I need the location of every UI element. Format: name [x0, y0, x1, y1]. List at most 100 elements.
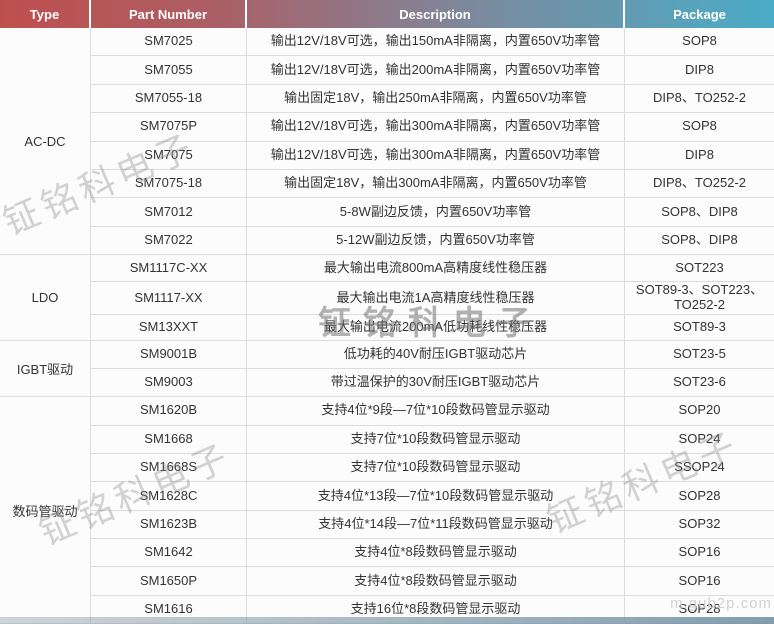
description-cell: 输出12V/18V可选，输出150mA非隔离，内置650V功率管 [247, 28, 625, 57]
description-cell: 最大输出电流800mA高精度线性稳压器 [247, 255, 625, 283]
table-row: SM1668 支持7位*10段数码管显示驱动 SOP24 [91, 425, 774, 454]
description-cell: 支持4位*9段—7位*10段数码管显示驱动 [247, 397, 625, 426]
package-cell: SOP28 [625, 596, 774, 624]
section-rows: SM1117C-XX 最大输出电流800mA高精度线性稳压器 SOT223 SM111… [91, 255, 774, 342]
table-row: SM1620B 支持4位*9段—7位*10段数码管显示驱动 SOP20 [91, 397, 774, 426]
package-cell: SOT23-6 [625, 369, 774, 398]
package-cell: SOT89-3、SOT223、TO252-2 [625, 282, 774, 316]
header-type: Type [0, 0, 91, 28]
package-cell: DIP8 [625, 142, 774, 170]
description-cell: 支持16位*8段数码管显示驱动 [247, 595, 625, 624]
package-cell: SOT223 [625, 255, 774, 283]
table-row: SM1668S 支持7位*10段数码管显示驱动 SSOP24 [91, 453, 774, 483]
part-number-cell: SM7025 [91, 28, 247, 57]
header-part-number: Part Number [91, 0, 247, 28]
package-cell: SOP28 [625, 482, 774, 511]
part-number-cell: SM1620B [91, 397, 247, 426]
type-cell: AC-DC [0, 28, 91, 256]
part-number-cell: SM1650P [91, 567, 247, 596]
table-row: SM7055 输出12V/18V可选，输出200mA非隔离，内置650V功率管 DI… [91, 56, 774, 85]
part-number-cell: SM7075 [91, 141, 247, 170]
description-cell: 最大输出电流200mA低功耗线性稳压器 [247, 315, 625, 342]
package-cell: SSOP24 [625, 454, 774, 483]
package-cell: DIP8 [625, 56, 774, 85]
description-cell: 支持4位*13段—7位*10段数码管显示驱动 [247, 482, 625, 511]
type-cell: IGBT驱动 [0, 341, 91, 398]
table-header: Type Part Number Description Package [0, 0, 774, 28]
package-cell: SOP8 [625, 28, 774, 57]
type-cell: 数码管驱动 [0, 397, 91, 624]
description-cell: 输出12V/18V可选，输出300mA非隔离，内置650V功率管 [247, 113, 625, 142]
part-number-cell: SM9003 [91, 369, 247, 398]
table-row: SM7055-18 输出固定18V，输出250mA非隔离，内置650V功率管 DIP… [91, 84, 774, 114]
part-number-cell: SM7055 [91, 56, 247, 85]
part-number-cell: SM9001B [91, 341, 247, 370]
description-cell: 输出固定18V，输出300mA非隔离，内置650V功率管 [247, 169, 625, 199]
table-row: SM1616 支持16位*8段数码管显示驱动 SOP28 [91, 595, 774, 624]
table-row: SM1117C-XX 最大输出电流800mA高精度线性稳压器 SOT223 [91, 255, 774, 283]
part-number-cell: SM1668S [91, 453, 247, 483]
table-row: SM13XXT 最大输出电流200mA低功耗线性稳压器 SOT89-3 [91, 315, 774, 342]
package-cell: SOP16 [625, 567, 774, 596]
description-cell: 支持7位*10段数码管显示驱动 [247, 425, 625, 454]
table-row: SM1117-XX 最大输出电流1A高精度线性稳压器 SOT89-3、SOT223、… [91, 282, 774, 316]
package-cell: SOT23-5 [625, 341, 774, 370]
table-row: SM1623B 支持4位*14段—7位*11段数码管显示驱动 SOP32 [91, 510, 774, 540]
description-cell: 输出12V/18V可选，输出300mA非隔离，内置650V功率管 [247, 141, 625, 170]
description-cell: 支持4位*8段数码管显示驱动 [247, 567, 625, 596]
description-cell: 支持4位*8段数码管显示驱动 [247, 539, 625, 568]
table-row: SM1642 支持4位*8段数码管显示驱动 SOP16 [91, 539, 774, 568]
package-cell: SOP32 [625, 511, 774, 540]
part-number-cell: SM1623B [91, 510, 247, 540]
part-number-cell: SM13XXT [91, 315, 247, 342]
part-number-cell: SM7012 [91, 198, 247, 227]
description-cell: 支持4位*14段—7位*11段数码管显示驱动 [247, 510, 625, 540]
table-row: SM9001B 低功耗的40V耐压IGBT驱动芯片 SOT23-5 [91, 341, 774, 370]
section-1: LDO SM1117C-XX 最大输出电流800mA高精度线性稳压器 SOT223 SM… [0, 255, 774, 342]
package-cell: SOP8 [625, 113, 774, 142]
section-rows: SM1620B 支持4位*9段—7位*10段数码管显示驱动 SOP20 SM1668 支… [91, 397, 774, 624]
table-row: SM9003 带过温保护的30V耐压IGBT驱动芯片 SOT23-6 [91, 369, 774, 398]
part-number-cell: SM1628C [91, 482, 247, 511]
package-cell: DIP8、TO252-2 [625, 85, 774, 114]
section-0: AC-DC SM7025 输出12V/18V可选，输出150mA非隔离，内置650V… [0, 28, 774, 256]
package-cell: SOP24 [625, 426, 774, 454]
table-row: SM7012 5-8W副边反馈，内置650V功率管 SOP8、DIP8 [91, 198, 774, 227]
section-rows: SM7025 输出12V/18V可选，输出150mA非隔离，内置650V功率管 SO… [91, 28, 774, 256]
description-cell: 输出固定18V，输出250mA非隔离，内置650V功率管 [247, 84, 625, 114]
description-cell: 最大输出电流1A高精度线性稳压器 [247, 282, 625, 316]
part-number-cell: SM7075P [91, 113, 247, 142]
part-number-cell: SM1642 [91, 539, 247, 568]
header-package: Package [673, 6, 726, 22]
description-cell: 支持7位*10段数码管显示驱动 [247, 453, 625, 483]
section-3: 数码管驱动 SM1620B 支持4位*9段—7位*10段数码管显示驱动 SOP20 SM… [0, 397, 774, 624]
type-cell: LDO [0, 255, 91, 342]
package-cell: SOP16 [625, 539, 774, 568]
description-cell: 5-12W副边反馈，内置650V功率管 [247, 226, 625, 256]
description-cell: 低功耗的40V耐压IGBT驱动芯片 [247, 341, 625, 370]
part-number-cell: SM1117-XX [91, 282, 247, 316]
package-cell: DIP8、TO252-2 [625, 170, 774, 199]
part-number-cell: SM1668 [91, 425, 247, 454]
part-number-cell: SM7022 [91, 226, 247, 256]
table-row: SM7075P 输出12V/18V可选，输出300mA非隔离，内置650V功率管 S… [91, 113, 774, 142]
package-cell: SOP8、DIP8 [625, 198, 774, 227]
part-number-cell: SM7075-18 [91, 169, 247, 199]
package-cell: SOP20 [625, 397, 774, 426]
table-body: AC-DC SM7025 输出12V/18V可选，输出150mA非隔离，内置650V… [0, 28, 774, 624]
table-row: SM7075-18 输出固定18V，输出300mA非隔离，内置650V功率管 DIP… [91, 169, 774, 199]
part-number-cell: SM1616 [91, 595, 247, 624]
description-cell: 5-8W副边反馈，内置650V功率管 [247, 198, 625, 227]
table-row: SM7025 输出12V/18V可选，输出150mA非隔离，内置650V功率管 SO… [91, 28, 774, 57]
description-cell: 带过温保护的30V耐压IGBT驱动芯片 [247, 369, 625, 398]
section-rows: SM9001B 低功耗的40V耐压IGBT驱动芯片 SOT23-5 SM9003 带过温… [91, 341, 774, 398]
part-number-cell: SM1117C-XX [91, 255, 247, 283]
part-number-cell: SM7055-18 [91, 84, 247, 114]
section-2: IGBT驱动 SM9001B 低功耗的40V耐压IGBT驱动芯片 SOT23-5 SM9… [0, 341, 774, 398]
header-description: Description [247, 0, 625, 28]
package-cell: SOT89-3 [625, 315, 774, 342]
table-row: SM1650P 支持4位*8段数码管显示驱动 SOP16 [91, 567, 774, 596]
description-cell: 输出12V/18V可选，输出200mA非隔离，内置650V功率管 [247, 56, 625, 85]
table-row: SM1628C 支持4位*13段—7位*10段数码管显示驱动 SOP28 [91, 482, 774, 511]
